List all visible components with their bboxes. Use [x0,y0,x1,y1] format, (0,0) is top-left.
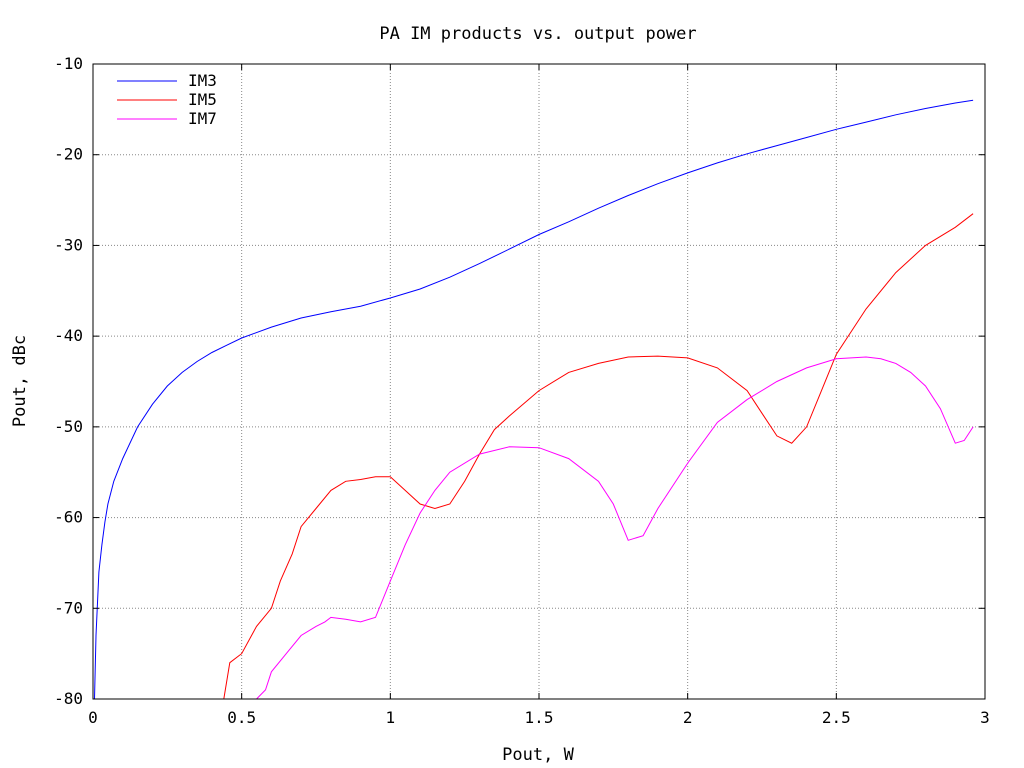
y-tick-label: -60 [54,508,83,527]
x-tick-label: 1.5 [525,708,554,727]
chart-title: PA IM products vs. output power [379,24,696,44]
legend-label-im5: IM5 [188,90,217,109]
y-tick-label: -50 [54,417,83,436]
y-axis-title: Pout, dBc [10,335,30,427]
x-tick-label: 3 [980,708,990,727]
y-tick-label: -70 [54,598,83,617]
legend-label-im7: IM7 [188,109,217,128]
x-tick-label: 2 [683,708,693,727]
legend-label-im3: IM3 [188,71,217,90]
y-tick-label: -40 [54,326,83,345]
series-line-im5 [217,213,974,700]
series-group [94,99,974,700]
x-tick-label: 0.5 [227,708,256,727]
y-tick-label: -20 [54,145,83,164]
x-tick-label: 1 [386,708,396,727]
series-line-im3 [94,99,974,700]
plot-frame [92,63,986,700]
x-tick-label: 0 [88,708,98,727]
x-tick-label: 2.5 [822,708,851,727]
y-tick-label: -10 [54,54,83,73]
y-tick-label: -30 [54,235,83,254]
grid [93,64,985,699]
x-axis-title: Pout, W [502,745,574,765]
y-tick-label: -80 [54,689,83,708]
ticks: 0 0.5 1 1.5 2 2.5 3 -80 -70 -60 -50 -40 -30 -20 -10 [54,54,990,727]
series-line-im7 [256,356,974,700]
